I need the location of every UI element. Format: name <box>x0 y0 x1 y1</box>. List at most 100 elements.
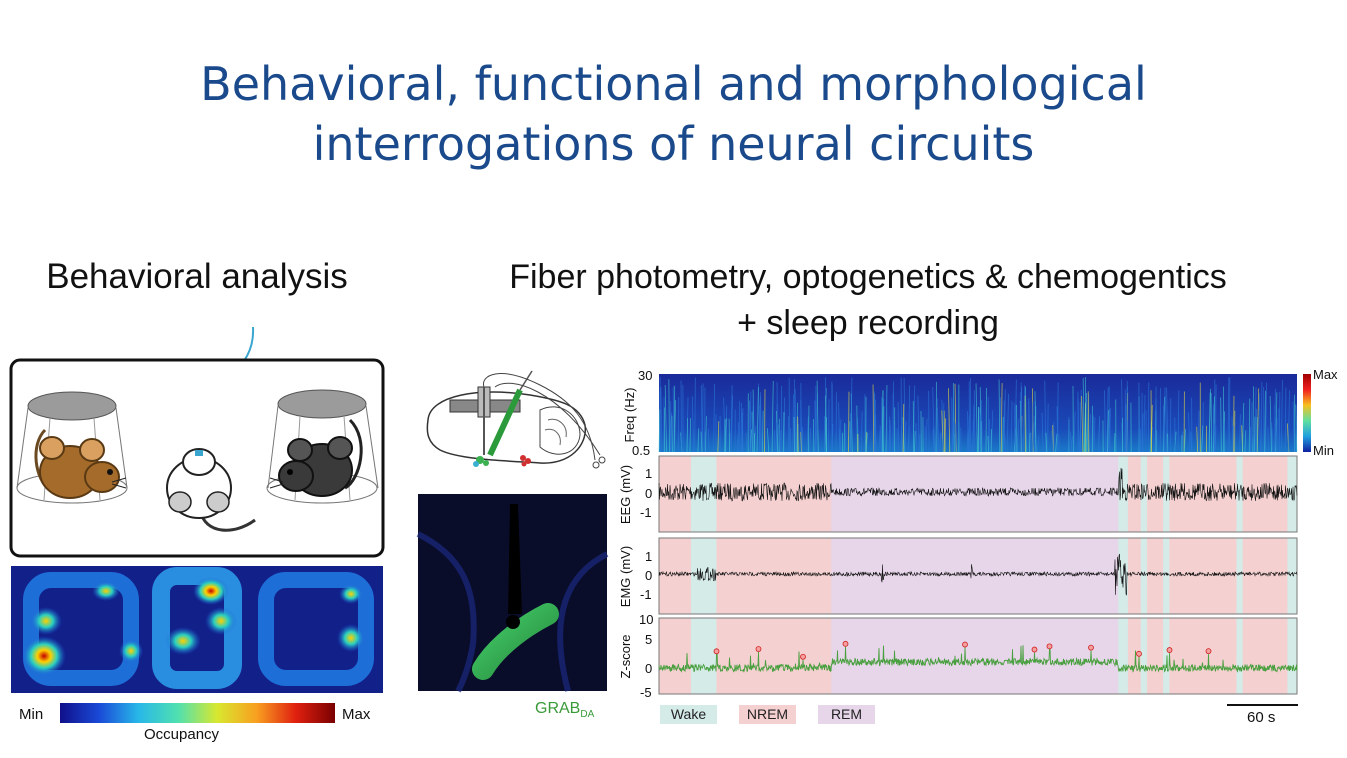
spectrogram-streak <box>730 385 733 453</box>
right-cage <box>266 389 379 504</box>
spectrogram-streak <box>792 394 794 453</box>
spectrogram-streak <box>1288 390 1290 453</box>
spectrogram-scale-max: Max <box>1313 367 1338 382</box>
spectrogram-streak <box>925 418 928 453</box>
eeg-ytick-0: 0 <box>645 486 653 501</box>
spectrogram-streak <box>1155 399 1158 453</box>
spectrogram-streak <box>717 421 720 453</box>
spectrogram-streak <box>708 428 710 453</box>
spectrogram-scale-min: Min <box>1313 443 1334 458</box>
spectrogram-streak <box>1098 416 1100 453</box>
spectrogram-streak <box>1264 390 1266 453</box>
zscore-state-band <box>1236 618 1244 694</box>
spectrogram-streak <box>1051 430 1054 453</box>
spectrogram-streak <box>828 399 830 453</box>
spectrogram-streak <box>1013 403 1016 453</box>
eeg-ytick-1: 1 <box>645 466 653 481</box>
spectrogram-streak <box>749 401 751 453</box>
emg-state-band <box>690 538 717 614</box>
spectrogram-streak <box>1252 431 1255 453</box>
spectrogram-streak <box>1197 410 1200 453</box>
zscore-peak-marker <box>1166 647 1173 653</box>
freq-ytick-top: 30 <box>638 368 653 383</box>
emg-state-band <box>1147 538 1164 614</box>
spectrogram-streak <box>897 402 900 453</box>
freq-ylabel: Freq (Hz) <box>622 387 637 443</box>
spectrogram-streak <box>788 377 791 453</box>
spectrogram-streak <box>670 412 672 453</box>
spectrogram-streak <box>1113 433 1116 453</box>
eeg-state-band <box>831 456 1119 532</box>
spectrogram-streak <box>1104 390 1107 453</box>
spectrogram-streak <box>1017 418 1020 453</box>
title-line-2: interrogations of neural circuits <box>312 117 1035 171</box>
spectrogram-streak <box>1233 425 1235 453</box>
zscore-state-band <box>716 618 832 694</box>
zscore-peak-marker <box>1031 646 1038 653</box>
spectrogram-streak <box>800 432 802 453</box>
spectrogram-streak <box>850 377 853 453</box>
spectrogram-streak <box>1265 382 1267 453</box>
zscore-frame <box>658 617 1298 695</box>
spectrogram-streak <box>844 424 847 453</box>
spectrogram-streak <box>903 377 906 453</box>
spectrogram-streak <box>860 411 863 453</box>
spectrogram-streak <box>1166 387 1169 453</box>
spectrogram-streak <box>664 384 667 453</box>
eeg-ylabel: EEG (mV) <box>618 464 633 525</box>
spectrogram-streak <box>967 411 969 453</box>
spectrogram-streak <box>741 430 744 453</box>
spectrogram-streak <box>1067 416 1070 453</box>
spectrogram-streak <box>775 422 778 453</box>
eeg-panel <box>658 455 1298 533</box>
spectrogram-streak <box>778 424 781 453</box>
zscore-peak-marker <box>713 648 720 655</box>
spectrogram-streak <box>1284 387 1287 453</box>
spectrogram-streak <box>1086 392 1089 453</box>
spectrogram-streak <box>1033 415 1037 453</box>
spectrogram-streak <box>1090 414 1092 453</box>
spectrogram-streak <box>932 387 935 453</box>
spectrogram-streak <box>760 391 762 453</box>
spectrogram-streak <box>809 428 811 453</box>
zscore-peak-marker <box>962 641 968 648</box>
zscore-state-band <box>1287 618 1298 694</box>
slide-title: Behavioral, functional and morphological… <box>60 54 1287 174</box>
spectrogram-streak <box>1087 391 1090 453</box>
spectrogram-streak <box>978 407 981 453</box>
spectrogram-streak <box>973 390 976 453</box>
spectrogram-streak <box>730 395 734 453</box>
spectrogram-streak <box>1239 414 1241 453</box>
eeg-state-band <box>1147 456 1164 532</box>
occupancy-caption: Occupancy <box>144 726 220 743</box>
spectrogram-streak <box>691 396 694 453</box>
emg-panel <box>658 537 1298 615</box>
right-heading: Fiber photometry, optogenetics & chemoge… <box>450 254 1286 346</box>
zscore-state-band <box>1140 618 1148 694</box>
spectrogram-streak <box>987 435 990 453</box>
spectrogram-streak <box>881 390 884 453</box>
spectrogram-streak <box>766 428 770 453</box>
zscore-peak-marker <box>1205 648 1212 655</box>
spectrogram-streak <box>756 387 759 453</box>
spectrogram-streak <box>1000 383 1003 453</box>
spectrogram-streak <box>878 431 881 453</box>
spectrogram-streak <box>1210 393 1213 453</box>
zscore-state-band <box>659 618 692 694</box>
spectrogram-streak <box>1208 392 1211 453</box>
zscore-peak-marker <box>755 646 762 652</box>
spectrogram-streak <box>673 400 677 453</box>
legend-wake: Wake <box>660 705 717 724</box>
spectrogram-streak <box>1244 430 1247 453</box>
spectrogram-streak <box>1147 382 1150 453</box>
spectrogram-streak <box>1190 431 1192 453</box>
eeg-trace <box>658 467 1298 502</box>
zscore-trace <box>658 645 1298 673</box>
spectrogram-streak <box>917 395 920 453</box>
spectrogram-streak <box>1248 398 1251 453</box>
zscore-state-band <box>1242 618 1288 694</box>
spectrogram-streak <box>1274 405 1277 453</box>
spectrogram-streak <box>952 421 955 453</box>
spectrogram-streak <box>886 389 888 453</box>
spectrogram-streak <box>736 434 739 453</box>
